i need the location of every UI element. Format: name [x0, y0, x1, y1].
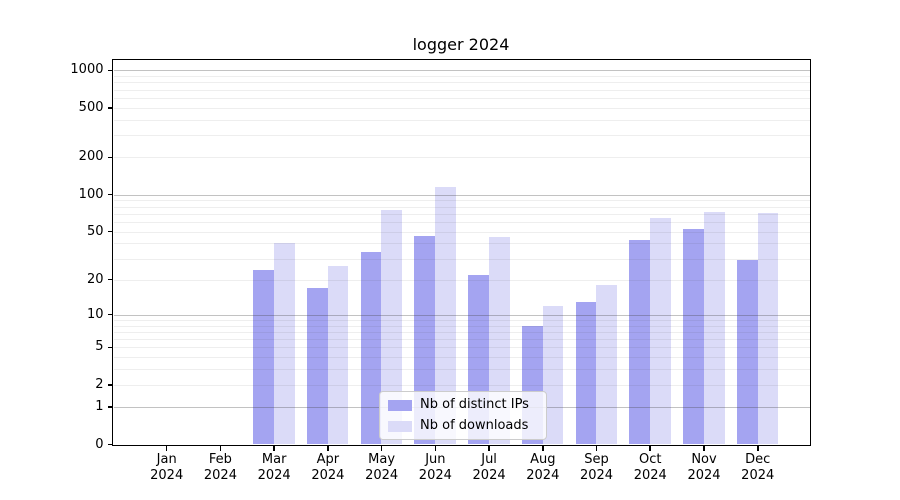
- minor-gridline: [113, 385, 810, 386]
- y-tick-label: 2: [95, 377, 104, 392]
- y-tick-mark: [107, 156, 113, 159]
- bar-downloads-mar: [273, 243, 295, 445]
- y-tick-mark: [107, 346, 113, 349]
- x-tick-label: Jul 2024: [472, 451, 506, 483]
- major-gridline: [113, 70, 810, 72]
- y-tick-label: 5: [95, 339, 104, 355]
- bar-ips-nov: [683, 229, 704, 445]
- x-tick-mark: [219, 445, 222, 451]
- minor-gridline: [113, 119, 810, 121]
- minor-gridline: [113, 347, 810, 349]
- x-tick-label: Feb 2024: [203, 451, 237, 483]
- y-tick-label: 1: [95, 398, 104, 414]
- minor-gridline: [113, 325, 810, 327]
- y-tick-label: 500: [78, 99, 104, 115]
- minor-gridline: [113, 231, 810, 233]
- major-gridline: [113, 314, 810, 316]
- minor-gridline: [113, 369, 810, 371]
- y-tick-label: 20: [86, 271, 104, 287]
- y-tick-label: 100: [78, 186, 104, 202]
- y-tick-mark: [107, 278, 113, 281]
- x-tick-mark: [434, 445, 437, 451]
- bar-ips-mar: [253, 270, 274, 445]
- y-tick-label: 1000: [70, 62, 104, 78]
- x-tick-label: May 2024: [365, 451, 399, 483]
- y-tick-label: 50: [86, 223, 104, 239]
- chart-title: logger 2024: [412, 35, 510, 54]
- x-tick-mark: [273, 445, 275, 451]
- minor-gridline: [113, 319, 810, 321]
- bar-downloads-dec: [757, 212, 779, 445]
- minor-gridline: [113, 221, 810, 223]
- y-tick-label: 0: [95, 436, 104, 452]
- minor-gridline: [113, 279, 810, 281]
- y-tick-mark: [107, 384, 113, 386]
- legend-swatch-downloads-icon: [388, 420, 412, 432]
- x-tick-label: Nov 2024: [687, 451, 721, 483]
- y-tick-label: 10: [86, 306, 104, 322]
- x-tick-label: Dec 2024: [741, 451, 775, 483]
- minor-gridline: [113, 82, 810, 84]
- legend-item-distinct-ips: Nb of distinct IPs: [388, 396, 538, 414]
- x-tick-label: Apr 2024: [311, 451, 345, 483]
- minor-gridline: [113, 157, 810, 159]
- minor-gridline: [113, 206, 810, 208]
- bar-downloads-apr: [327, 266, 349, 445]
- x-tick-label: Mar 2024: [257, 451, 291, 483]
- x-tick-label: Sep 2024: [579, 451, 614, 483]
- y-tick-mark: [107, 107, 113, 109]
- bar-ips-dec: [736, 260, 758, 445]
- minor-gridline: [113, 107, 810, 109]
- y-tick-mark: [107, 443, 113, 446]
- minor-gridline: [113, 135, 810, 137]
- bar-ips-oct: [629, 239, 651, 445]
- bar-ips-sep: [575, 301, 597, 445]
- minor-gridline: [113, 76, 810, 78]
- x-tick-mark: [703, 445, 705, 451]
- minor-gridline: [113, 200, 810, 202]
- x-tick-mark: [165, 445, 168, 451]
- x-tick-mark: [542, 445, 544, 451]
- x-tick-label: Jun 2024: [418, 451, 452, 483]
- legend-item-downloads: Nb of downloads: [388, 417, 538, 435]
- minor-gridline: [113, 89, 810, 91]
- x-tick-label: Oct 2024: [633, 451, 667, 483]
- y-tick-mark: [107, 193, 113, 196]
- bar-ips-apr: [306, 287, 328, 445]
- legend: Nb of distinct IPs Nb of downloads: [379, 391, 547, 440]
- y-tick-mark: [107, 230, 113, 233]
- minor-gridline: [113, 213, 810, 215]
- x-tick-label: Aug 2024: [526, 451, 560, 483]
- x-tick-mark: [380, 445, 383, 451]
- bar-downloads-oct: [650, 217, 671, 445]
- x-tick-label: Jan 2024: [150, 451, 184, 483]
- minor-gridline: [113, 97, 810, 99]
- legend-label-ips: Nb of distinct IPs: [420, 397, 529, 412]
- minor-gridline: [113, 258, 810, 260]
- minor-gridline: [113, 331, 810, 333]
- minor-gridline: [113, 243, 810, 245]
- major-gridline: [113, 194, 810, 196]
- y-tick-mark: [107, 69, 113, 72]
- legend-swatch-ips-icon: [388, 399, 412, 411]
- y-tick-mark: [107, 313, 113, 316]
- minor-gridline: [113, 339, 810, 341]
- legend-label-downloads: Nb of downloads: [420, 418, 529, 433]
- y-tick-mark: [107, 406, 113, 408]
- x-tick-mark: [649, 445, 652, 451]
- bar-downloads-nov: [703, 212, 725, 445]
- y-tick-label: 200: [78, 149, 104, 165]
- x-tick-mark: [595, 445, 598, 451]
- x-tick-mark: [488, 445, 490, 451]
- x-tick-mark: [327, 445, 329, 451]
- minor-gridline: [113, 357, 810, 359]
- plot-area: [112, 59, 811, 446]
- x-tick-mark: [756, 445, 759, 451]
- bar-downloads-sep: [596, 285, 618, 445]
